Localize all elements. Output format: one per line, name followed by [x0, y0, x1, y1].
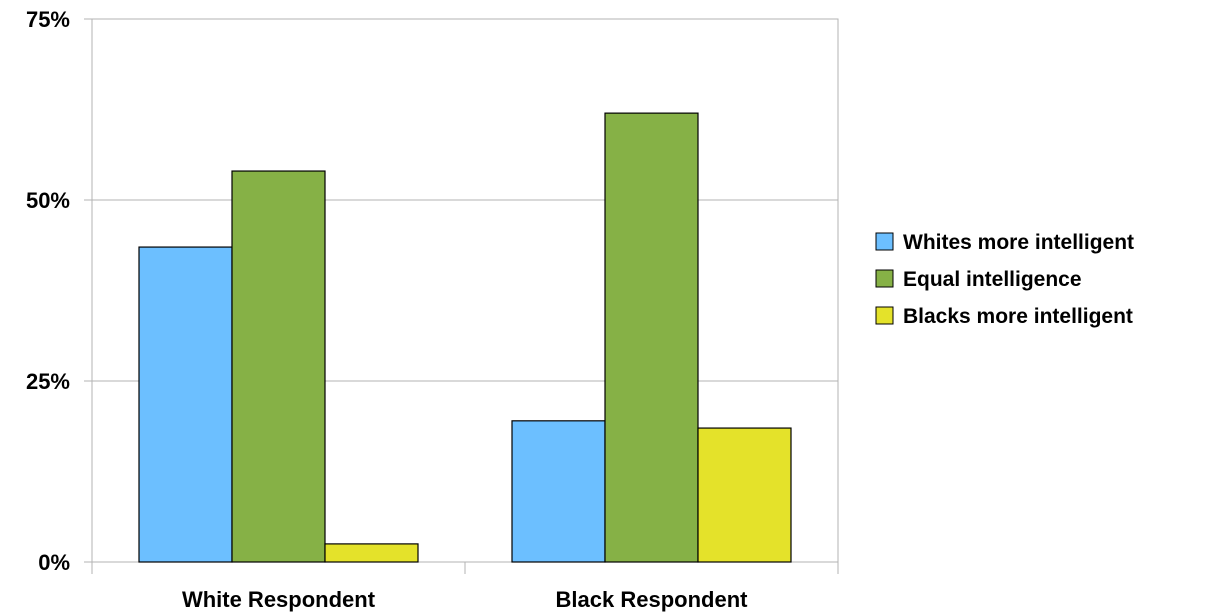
legend-swatch — [875, 306, 894, 325]
bar-equal-intelligence-0 — [231, 170, 326, 563]
y-tick-label: 75% — [26, 7, 70, 32]
legend: Whites more intelligent Equal intelligenc… — [875, 231, 1134, 328]
legend-swatch — [875, 232, 894, 251]
x-category-label: White Respondent — [182, 587, 376, 612]
bar-blacks-more-intelligent-1 — [697, 427, 792, 563]
y-tick-label: 25% — [26, 369, 70, 394]
bar-equal-intelligence-1 — [604, 112, 699, 563]
legend-label: Blacks more intelligent — [903, 305, 1133, 328]
x-axis-categories: White Respondent Black Respondent — [91, 562, 839, 612]
legend-label: Whites more intelligent — [903, 231, 1134, 254]
bars — [138, 112, 792, 563]
y-tick-label: 0% — [38, 550, 70, 575]
y-tick-label: 50% — [26, 188, 70, 213]
y-axis-ticks: 0% 25% 50% 75% — [26, 7, 92, 575]
x-category-label: Black Respondent — [556, 587, 749, 612]
bar-whites-more-intelligent-1 — [511, 420, 606, 563]
bar-blacks-more-intelligent-0 — [324, 543, 419, 563]
legend-label: Equal intelligence — [903, 268, 1082, 291]
bar-whites-more-intelligent-0 — [138, 246, 233, 563]
legend-swatch — [875, 269, 894, 288]
